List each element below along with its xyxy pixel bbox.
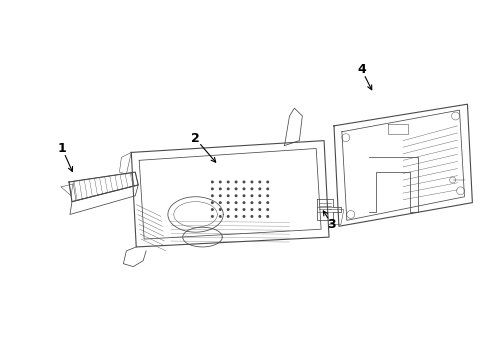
Circle shape — [226, 208, 229, 211]
Text: 3: 3 — [327, 218, 336, 231]
Circle shape — [258, 215, 261, 218]
Circle shape — [242, 201, 245, 204]
Circle shape — [218, 194, 221, 197]
Circle shape — [226, 194, 229, 197]
Circle shape — [234, 215, 237, 218]
Circle shape — [242, 208, 245, 211]
Circle shape — [218, 188, 221, 190]
Circle shape — [234, 188, 237, 190]
Circle shape — [234, 194, 237, 197]
Text: 1: 1 — [58, 142, 66, 155]
Circle shape — [210, 201, 213, 204]
Circle shape — [242, 188, 245, 190]
Circle shape — [218, 180, 221, 184]
Circle shape — [265, 194, 269, 197]
Circle shape — [226, 201, 229, 204]
Text: 4: 4 — [357, 63, 366, 76]
Circle shape — [265, 180, 269, 184]
Circle shape — [250, 208, 253, 211]
Circle shape — [218, 208, 221, 211]
Circle shape — [218, 215, 221, 218]
Circle shape — [258, 188, 261, 190]
Circle shape — [258, 194, 261, 197]
Circle shape — [265, 215, 269, 218]
Circle shape — [210, 215, 213, 218]
Circle shape — [265, 188, 269, 190]
Circle shape — [210, 188, 213, 190]
Circle shape — [265, 208, 269, 211]
Circle shape — [226, 180, 229, 184]
Circle shape — [226, 188, 229, 190]
Circle shape — [210, 194, 213, 197]
Circle shape — [218, 201, 221, 204]
Circle shape — [250, 215, 253, 218]
Text: 2: 2 — [191, 132, 200, 145]
Circle shape — [250, 180, 253, 184]
Circle shape — [242, 180, 245, 184]
Circle shape — [258, 180, 261, 184]
Circle shape — [250, 188, 253, 190]
Circle shape — [250, 194, 253, 197]
Circle shape — [242, 194, 245, 197]
Circle shape — [226, 215, 229, 218]
Circle shape — [210, 208, 213, 211]
Circle shape — [265, 201, 269, 204]
Circle shape — [242, 215, 245, 218]
Circle shape — [258, 208, 261, 211]
Circle shape — [210, 180, 213, 184]
Circle shape — [234, 201, 237, 204]
Circle shape — [250, 201, 253, 204]
Circle shape — [234, 208, 237, 211]
Circle shape — [234, 180, 237, 184]
Circle shape — [258, 201, 261, 204]
